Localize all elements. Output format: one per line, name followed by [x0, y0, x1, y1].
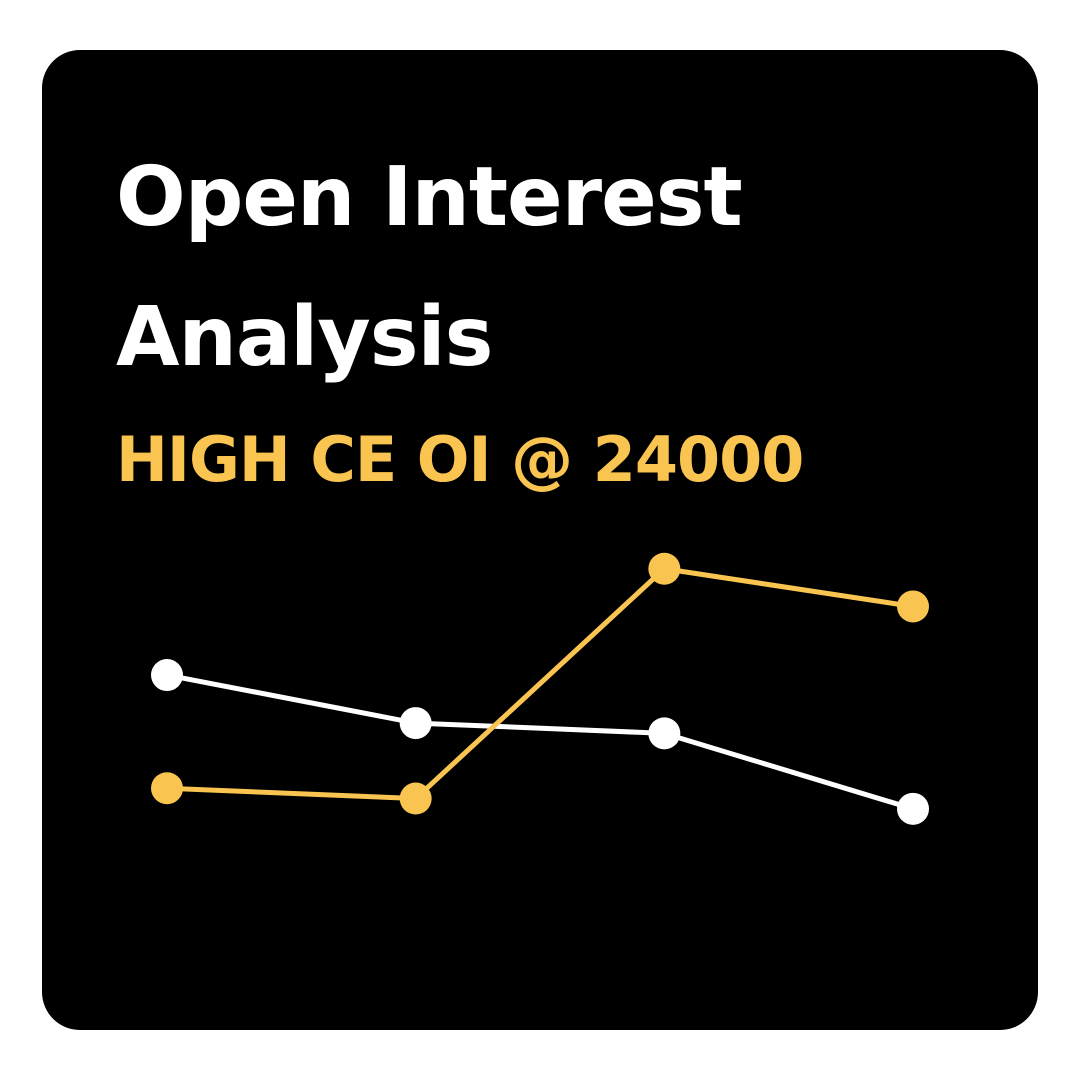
series-1-point-4 [897, 590, 929, 623]
series-2-point-3 [648, 717, 681, 750]
series-line-2 [164, 672, 916, 812]
title-line-1: Open Interest [116, 150, 743, 245]
chart-card: Open Interest Analysis HIGH CE OI @ 2400… [42, 50, 1038, 1030]
series-2-point-2 [399, 707, 432, 740]
title-line-2: Analysis [116, 290, 493, 385]
chart-subtitle: HIGH CE OI @ 24000 [116, 423, 804, 496]
series-line-1 [164, 566, 916, 802]
chart-title: Open Interest Analysis [116, 128, 743, 408]
line-chart [151, 552, 929, 825]
series-1-point-1 [151, 772, 183, 805]
series-2-point-4 [897, 792, 929, 825]
series-2-point-1 [151, 659, 183, 692]
series-1-point-2 [399, 782, 432, 815]
series-1-point-3 [648, 552, 681, 585]
